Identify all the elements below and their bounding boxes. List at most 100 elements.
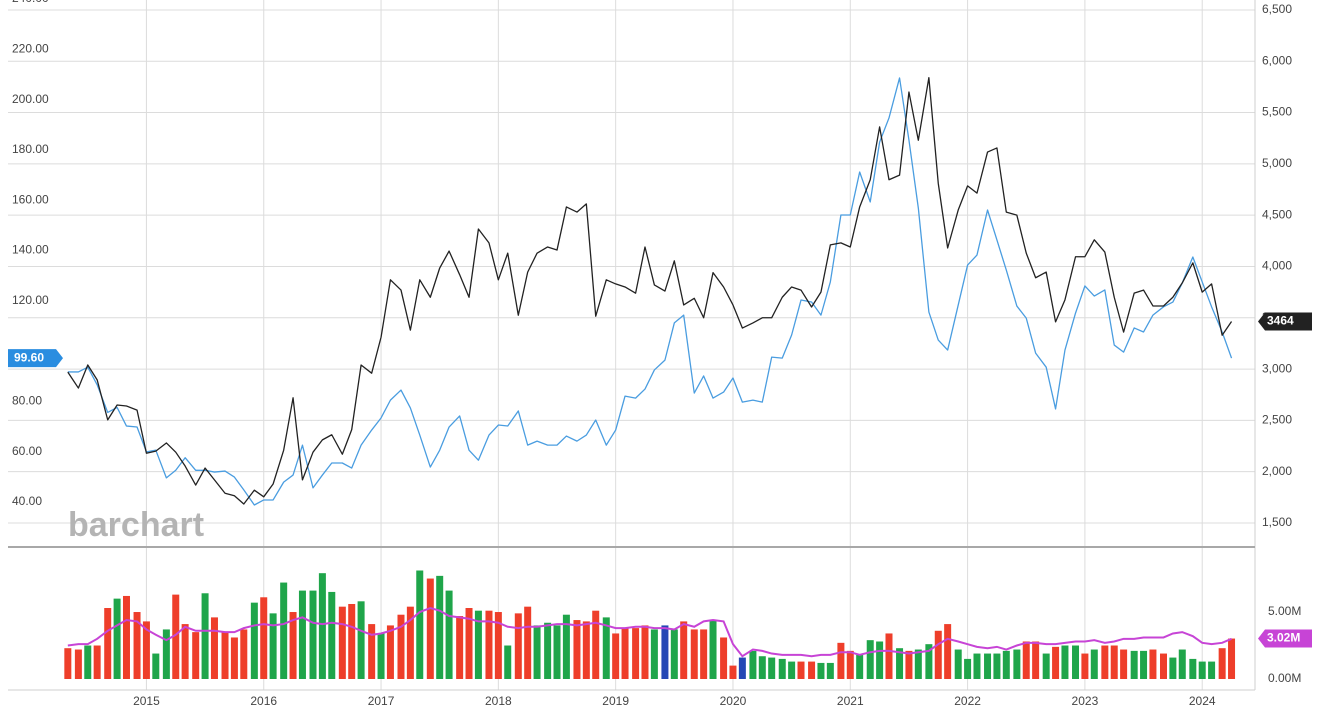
volume-bar [142,621,150,679]
y2-tick-label: 4,000 [1262,259,1292,273]
volume-bar [221,632,229,679]
x-tick-label: 2021 [837,694,864,708]
volume-bar [720,637,728,679]
volume-bar [192,632,200,679]
volume-tick-label: 5.00M [1268,604,1301,618]
volume-bar [885,633,893,679]
volume-bar [1042,653,1050,679]
last-value-tag [1258,629,1312,648]
volume-bar [162,629,170,679]
volume-bar [250,602,258,679]
volume-bar [1052,646,1060,679]
volume-bar [954,649,962,679]
volume-bar [1198,661,1206,679]
volume-bar [456,616,464,679]
volume-bar [309,590,317,679]
volume-bar [328,591,336,679]
volume-bar [74,649,82,679]
volume-bar [544,622,552,679]
volume-bar [797,661,805,679]
volume-bar [152,653,160,679]
volume-bar [289,612,297,679]
volume-bar [338,606,346,679]
x-tick-label: 2018 [485,694,512,708]
volume-bar [1130,650,1138,679]
volume-bar [778,658,786,679]
volume-bar [113,598,121,679]
volume-bar [632,628,640,679]
y2-tick-label: 4,500 [1262,207,1292,221]
volume-bar [386,625,394,679]
volume-bar [1081,653,1089,679]
x-tick-label: 2022 [954,694,981,708]
volume-bar [298,590,306,679]
y-tick-label: 60.00 [12,444,42,458]
volume-bar [1022,641,1030,679]
volume-bar [758,656,766,679]
x-tick-label: 2017 [368,694,395,708]
volume-bar [93,645,101,679]
volume-bar [896,648,904,679]
x-tick-label: 2020 [720,694,747,708]
y2-tick-label: 6,000 [1262,53,1292,67]
y-tick-label: 80.00 [12,394,42,408]
y-tick-label: 220.00 [12,42,49,56]
volume-bar [582,621,590,679]
volume-bar [210,617,218,679]
volume-bar [817,662,825,679]
volume-bar [201,593,209,679]
last-value-label: 99.60 [14,350,44,364]
volume-bar [406,606,414,679]
y2-tick-label: 2,500 [1262,413,1292,427]
price-line [67,77,1233,506]
volume-bar [1149,649,1157,679]
volume-bar [738,657,746,679]
last-value-tag [1258,312,1312,331]
volume-bar [1013,649,1021,679]
y-tick-label: 40.00 [12,494,42,508]
volume-bar [377,633,385,679]
last-value-label: 3464 [1267,314,1294,328]
volume-bar [416,570,424,679]
volume-bar [1120,649,1128,679]
volume-bar [690,629,698,679]
y-tick-label: 140.00 [12,243,49,257]
last-value-label: 3.02M [1267,631,1300,645]
volume-bar [592,610,600,679]
volume-bar [944,624,952,679]
volume-bar [573,620,581,679]
volume-bar [84,645,92,679]
volume-bar [914,649,922,679]
x-tick-label: 2024 [1189,694,1216,708]
watermark: barchart [68,506,204,544]
volume-bar [1002,650,1010,679]
volume-bar [1101,645,1109,679]
volume-bar [1228,638,1236,679]
volume-bar [1159,653,1167,679]
volume-bar [1178,649,1186,679]
volume-bar [553,625,561,679]
volume-bar [436,575,444,679]
volume-bar [934,630,942,679]
y2-tick-label: 1,500 [1262,515,1292,529]
volume-bar [172,594,180,679]
volume-bar [905,650,913,679]
volume-bar [925,644,933,679]
y2-tick-label: 6,500 [1262,2,1292,16]
y-tick-label: 120.00 [12,293,49,307]
volume-bar [485,610,493,679]
volume-bar [680,621,688,679]
volume-bar [104,608,112,679]
volume-average-line [67,606,1232,658]
volume-bar [64,648,72,679]
volume-bar [621,628,629,679]
x-tick-label: 2015 [133,694,160,708]
volume-bar [641,625,649,679]
volume-bar [474,610,482,679]
volume-bar [524,606,532,679]
volume-bar [445,590,453,679]
volume-bar [1090,649,1098,679]
volume-bar [826,662,834,679]
